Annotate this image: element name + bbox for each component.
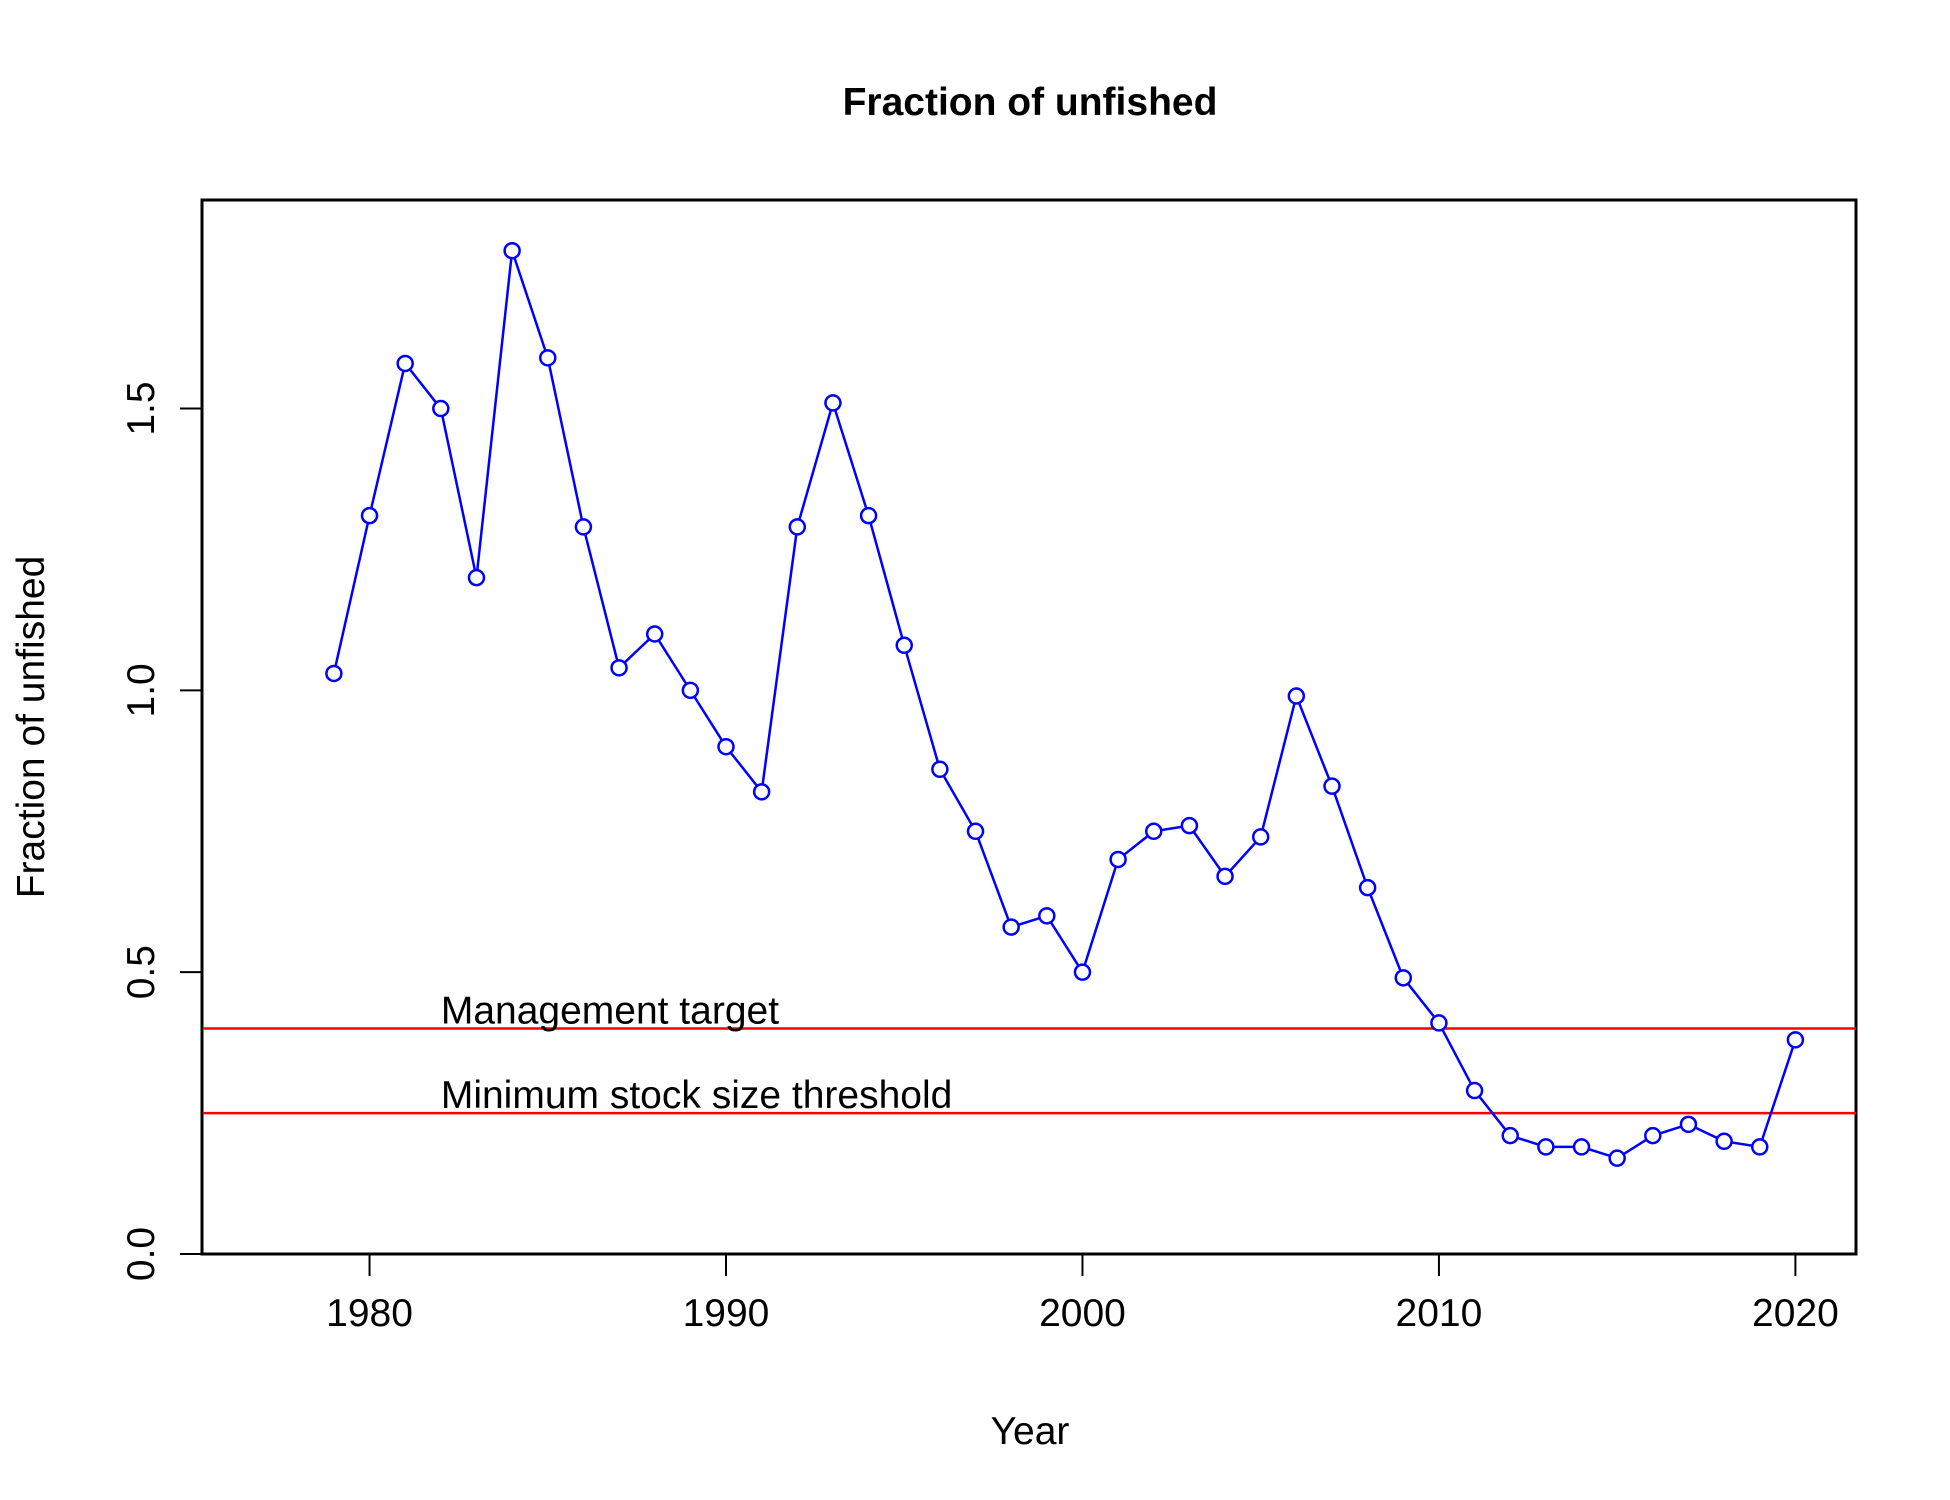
data-point — [752, 783, 771, 801]
data-point — [360, 506, 379, 525]
reference-line-label: Management target — [441, 990, 779, 1033]
data-point — [1751, 1138, 1769, 1156]
data-point — [824, 394, 842, 412]
data-point — [895, 636, 913, 655]
data-point — [1323, 777, 1341, 795]
data-point — [396, 354, 414, 373]
data-point — [1109, 850, 1127, 869]
data-point — [1038, 907, 1056, 925]
data-point — [859, 506, 878, 525]
data-point — [1073, 963, 1092, 981]
data-point — [432, 399, 450, 418]
data-point — [931, 760, 949, 779]
data-point — [788, 518, 807, 536]
data-point — [1358, 878, 1377, 897]
data-point — [966, 822, 985, 841]
data-point — [610, 659, 628, 677]
data-point — [503, 241, 521, 260]
data-point — [1572, 1138, 1591, 1156]
data-point — [539, 349, 557, 367]
data-point — [1145, 822, 1163, 841]
data-point — [1180, 816, 1199, 835]
data-point — [1537, 1138, 1555, 1156]
y-tick-label: 1.5 — [120, 381, 163, 435]
data-point — [1715, 1132, 1733, 1151]
reference-lines: Management target Minimum stock size thre… — [202, 990, 1856, 1117]
data-point — [1608, 1149, 1626, 1167]
data-point — [717, 737, 735, 756]
reference-line-label: Minimum stock size threshold — [441, 1074, 953, 1117]
data-point — [1002, 918, 1020, 936]
data-point — [645, 625, 664, 643]
y-tick-label: 1.0 — [120, 663, 163, 717]
data-point — [1430, 1014, 1448, 1032]
x-axis-title: Year — [991, 1410, 1070, 1453]
data-point — [1394, 969, 1413, 987]
data-point — [574, 518, 593, 536]
data-point — [1287, 687, 1306, 705]
y-axis: 0.0 0.5 1.0 1.5 — [120, 381, 203, 1281]
x-axis: 1980 1990 2000 2010 2020 — [326, 1253, 1839, 1335]
data-point — [1216, 867, 1234, 886]
data-point — [325, 664, 343, 683]
x-tick-label: 2020 — [1752, 1292, 1839, 1335]
y-tick-label: 0.0 — [120, 1227, 163, 1281]
data-point — [1679, 1115, 1698, 1134]
y-tick-label: 0.5 — [120, 945, 163, 999]
data-point — [467, 568, 486, 587]
data-point — [1501, 1126, 1519, 1145]
x-tick-label: 1980 — [326, 1292, 413, 1335]
y-axis-title: Fraction of unfished — [10, 556, 53, 899]
chart-title: Fraction of unfished — [843, 81, 1218, 124]
data-series — [325, 241, 1805, 1167]
data-point — [681, 681, 700, 700]
data-point — [1465, 1081, 1484, 1100]
data-point — [1786, 1031, 1805, 1049]
x-tick-label: 2000 — [1039, 1292, 1126, 1335]
x-tick-label: 1990 — [683, 1292, 770, 1335]
data-point — [1251, 828, 1270, 846]
data-point — [1644, 1126, 1662, 1145]
x-tick-label: 2010 — [1396, 1292, 1483, 1335]
